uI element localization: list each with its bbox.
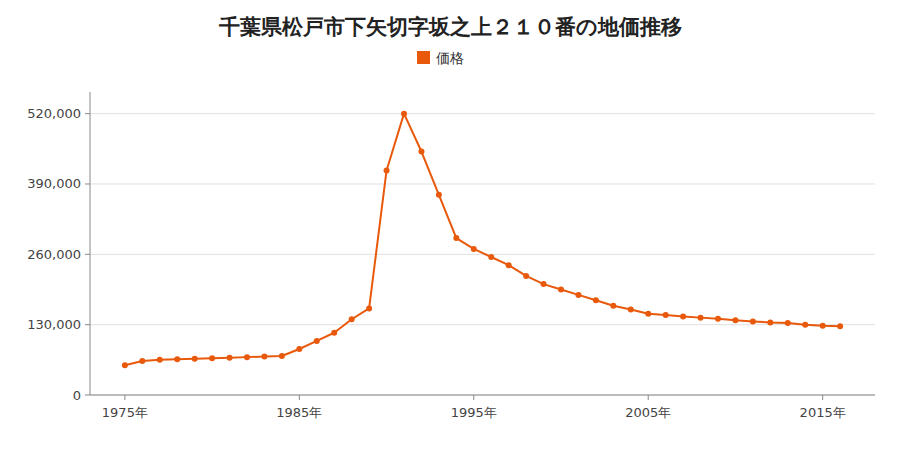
- y-axis: 0 130,000 260,000 390,000 520,000: [27, 92, 90, 403]
- legend-label: 価格: [436, 50, 464, 66]
- point: [680, 314, 686, 320]
- point: [523, 273, 529, 279]
- point: [349, 316, 355, 322]
- chart: 千葉県松戸市下矢切字坂之上２１０番の地価推移 0 130,000 260,000 390…: [0, 0, 900, 450]
- point: [732, 317, 738, 323]
- x-tick-label: 2015年: [800, 405, 846, 420]
- y-tick: [85, 324, 90, 325]
- y-axis-line: [90, 92, 91, 395]
- point: [261, 354, 267, 360]
- point: [663, 312, 669, 318]
- x-tick-label: 2005年: [625, 405, 671, 420]
- point: [139, 358, 145, 364]
- point: [122, 362, 128, 368]
- x-tick-label: 1985年: [276, 405, 322, 420]
- point: [645, 311, 651, 317]
- y-tick: [85, 183, 90, 184]
- plot-area: [122, 111, 843, 369]
- x-axis-line: [90, 395, 875, 396]
- point: [244, 354, 250, 360]
- x-tick-label: 1995年: [451, 405, 497, 420]
- point: [279, 353, 285, 359]
- y-tick: [85, 395, 90, 396]
- point: [401, 111, 407, 117]
- y-tick-label: 260,000: [27, 247, 81, 262]
- point: [157, 357, 163, 363]
- point: [331, 330, 337, 336]
- point: [802, 322, 808, 328]
- point: [610, 303, 616, 309]
- point: [785, 320, 791, 326]
- point: [436, 192, 442, 198]
- point: [366, 305, 372, 311]
- point: [296, 346, 302, 352]
- y-tick-label: 390,000: [27, 176, 81, 191]
- point: [767, 319, 773, 325]
- y-tick-label: 130,000: [27, 317, 81, 332]
- legend: 価格: [417, 50, 464, 66]
- y-tick: [85, 254, 90, 255]
- point: [453, 235, 459, 241]
- point: [575, 292, 581, 298]
- grid-line: [90, 395, 875, 396]
- grid-line: [90, 324, 875, 325]
- y-tick-label: 520,000: [27, 106, 81, 121]
- point: [174, 356, 180, 362]
- point: [541, 281, 547, 287]
- x-tick: [124, 395, 125, 400]
- point: [820, 323, 826, 329]
- point: [506, 262, 512, 268]
- point: [227, 355, 233, 361]
- point: [698, 315, 704, 321]
- y-tick: [85, 113, 90, 114]
- point: [488, 254, 494, 260]
- point: [209, 355, 215, 361]
- point: [418, 149, 424, 155]
- point: [593, 297, 599, 303]
- y-tick-label: 0: [73, 388, 81, 403]
- x-tick: [822, 395, 823, 400]
- grid-line: [90, 113, 875, 114]
- point: [471, 246, 477, 252]
- point: [837, 323, 843, 329]
- point: [558, 286, 564, 292]
- point: [715, 316, 721, 322]
- grid-line: [90, 183, 875, 184]
- title: 千葉県松戸市下矢切字坂之上２１０番の地価推移: [218, 15, 682, 39]
- point: [384, 167, 390, 173]
- x-tick-label: 1975年: [102, 405, 148, 420]
- background: [0, 0, 900, 450]
- grid: [90, 114, 875, 395]
- x-tick: [473, 395, 474, 400]
- point: [314, 338, 320, 344]
- point: [628, 307, 634, 313]
- x-tick: [648, 395, 649, 400]
- legend-swatch: [417, 51, 430, 64]
- x-axis: 1975年 1985年 1995年 2005年 2015年: [90, 395, 875, 420]
- point: [750, 318, 756, 324]
- line: [125, 114, 840, 366]
- x-tick: [299, 395, 300, 400]
- point: [192, 356, 198, 362]
